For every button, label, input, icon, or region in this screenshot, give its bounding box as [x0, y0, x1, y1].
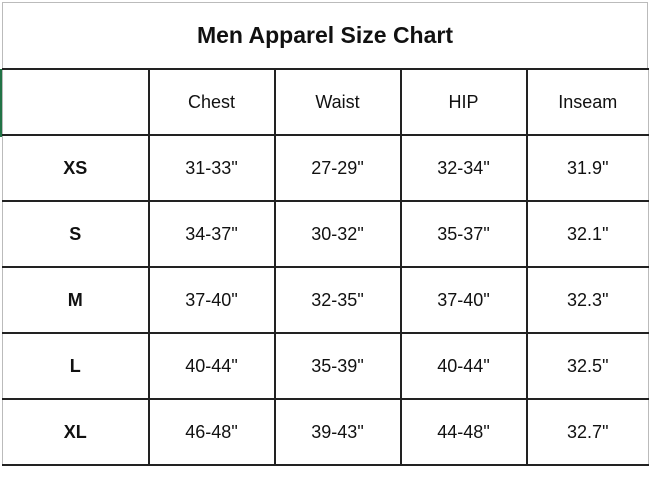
- size-cell[interactable]: S: [2, 200, 150, 268]
- header-chest[interactable]: Chest: [147, 68, 276, 136]
- hip-cell[interactable]: 32-34": [399, 134, 528, 202]
- size-chart-table: Chest Waist HIP Inseam XS 31-33" 27-29" …: [2, 68, 649, 466]
- waist-cell[interactable]: 27-29": [273, 134, 402, 202]
- chest-cell[interactable]: 31-33": [147, 134, 276, 202]
- table-row: XS 31-33" 27-29" 32-34" 31.9": [2, 134, 649, 202]
- inseam-cell[interactable]: 32.3": [525, 266, 649, 334]
- waist-cell[interactable]: 32-35": [273, 266, 402, 334]
- header-inseam[interactable]: Inseam: [525, 68, 649, 136]
- table-row: L 40-44" 35-39" 40-44" 32.5": [2, 332, 649, 400]
- table-row: XL 46-48" 39-43" 44-48" 32.7": [2, 398, 649, 466]
- size-cell[interactable]: M: [2, 266, 150, 334]
- size-cell[interactable]: L: [2, 332, 150, 400]
- header-waist[interactable]: Waist: [273, 68, 402, 136]
- hip-cell[interactable]: 44-48": [399, 398, 528, 466]
- inseam-cell[interactable]: 31.9": [525, 134, 649, 202]
- chest-cell[interactable]: 46-48": [147, 398, 276, 466]
- waist-cell[interactable]: 39-43": [273, 398, 402, 466]
- inseam-cell[interactable]: 32.5": [525, 332, 649, 400]
- hip-cell[interactable]: 37-40": [399, 266, 528, 334]
- table-row: M 37-40" 32-35" 37-40" 32.3": [2, 266, 649, 334]
- size-cell[interactable]: XL: [2, 398, 150, 466]
- chest-cell[interactable]: 37-40": [147, 266, 276, 334]
- size-cell[interactable]: XS: [2, 134, 150, 202]
- header-hip[interactable]: HIP: [399, 68, 528, 136]
- chart-title: Men Apparel Size Chart: [2, 2, 648, 68]
- header-cell-empty[interactable]: [2, 68, 150, 136]
- table-row: S 34-37" 30-32" 35-37" 32.1": [2, 200, 649, 268]
- inseam-cell[interactable]: 32.7": [525, 398, 649, 466]
- chest-cell[interactable]: 40-44": [147, 332, 276, 400]
- selected-row-indicator: [0, 69, 3, 137]
- waist-cell[interactable]: 35-39": [273, 332, 402, 400]
- hip-cell[interactable]: 35-37": [399, 200, 528, 268]
- hip-cell[interactable]: 40-44": [399, 332, 528, 400]
- chest-cell[interactable]: 34-37": [147, 200, 276, 268]
- inseam-cell[interactable]: 32.1": [525, 200, 649, 268]
- waist-cell[interactable]: 30-32": [273, 200, 402, 268]
- header-row: Chest Waist HIP Inseam: [2, 68, 649, 136]
